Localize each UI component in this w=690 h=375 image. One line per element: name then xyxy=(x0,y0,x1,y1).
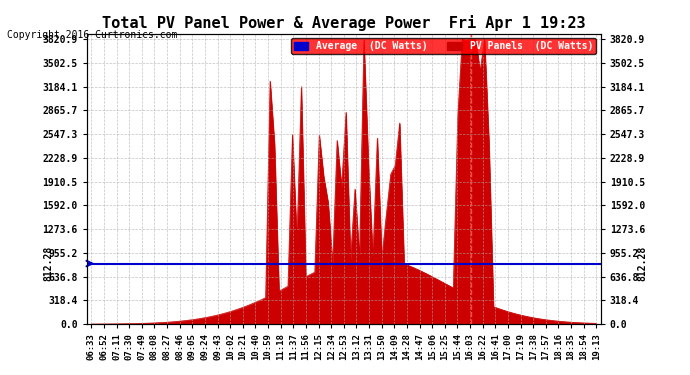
Legend: Average  (DC Watts), PV Panels  (DC Watts): Average (DC Watts), PV Panels (DC Watts) xyxy=(291,38,596,54)
Text: Copyright 2016 Curtronics.com: Copyright 2016 Curtronics.com xyxy=(7,30,177,39)
Text: 812.28: 812.28 xyxy=(638,246,647,281)
Title: Total PV Panel Power & Average Power  Fri Apr 1 19:23: Total PV Panel Power & Average Power Fri… xyxy=(102,15,586,31)
Text: 812.28: 812.28 xyxy=(43,246,53,281)
